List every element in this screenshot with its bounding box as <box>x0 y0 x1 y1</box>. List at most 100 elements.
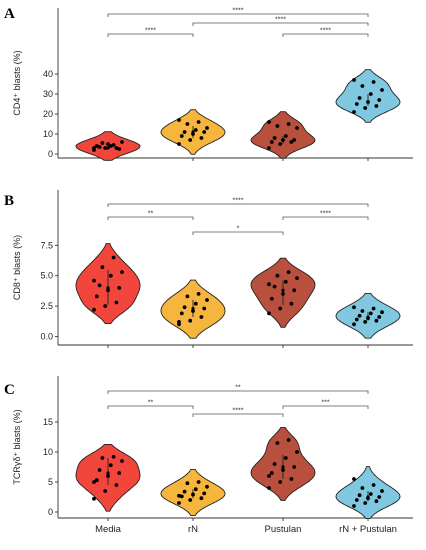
data-point <box>286 122 291 126</box>
median-point <box>281 288 285 292</box>
significance-bracket <box>107 216 194 220</box>
data-point <box>357 96 362 100</box>
data-point <box>352 477 356 481</box>
significance-bracket <box>107 33 194 37</box>
data-point <box>354 317 359 322</box>
y-axis-label: CD8⁺ blasts (%) <box>12 235 22 300</box>
y-axis-label: TCRγδ⁺ blasts (%) <box>12 409 22 484</box>
data-point <box>371 483 376 487</box>
data-point <box>267 282 271 287</box>
data-point <box>193 128 198 132</box>
data-point <box>278 142 283 146</box>
data-point <box>94 478 99 483</box>
data-point <box>182 489 187 494</box>
median-point <box>106 146 110 150</box>
data-point <box>377 98 382 102</box>
data-point <box>196 480 201 484</box>
data-point <box>295 126 299 130</box>
significance-label: * <box>237 226 240 233</box>
significance-bracket <box>107 390 369 394</box>
data-point <box>193 301 198 306</box>
significance-label: ** <box>235 385 241 392</box>
data-point <box>371 80 376 84</box>
data-point <box>352 305 356 310</box>
data-point <box>188 318 193 323</box>
data-point <box>354 498 359 502</box>
data-point <box>269 296 274 301</box>
y-axis-label: CD4⁺ blasts (%) <box>12 50 22 115</box>
data-point <box>352 110 356 114</box>
data-point <box>281 138 285 142</box>
significance-label: **** <box>275 17 286 24</box>
data-point <box>100 141 105 145</box>
significance-label: *** <box>321 400 329 407</box>
data-point <box>275 441 280 445</box>
data-point <box>205 484 209 489</box>
y-tick-label: 0.0 <box>40 331 53 341</box>
median-point <box>106 471 110 475</box>
panel-c: C 0 5 10 15 TCRγδ⁺ blasts (%) Media rN Pustulan r… <box>4 376 413 535</box>
x-tick-label: Media <box>95 524 122 535</box>
data-point <box>267 474 271 478</box>
data-point <box>103 146 108 150</box>
data-point <box>97 468 102 472</box>
data-point <box>374 499 379 504</box>
significance-bracket <box>192 413 284 417</box>
y-tick-label: 30 <box>43 89 53 99</box>
data-point <box>377 495 382 499</box>
data-point <box>292 138 297 142</box>
data-point <box>289 140 294 144</box>
significance-bracket <box>192 231 284 235</box>
data-point <box>292 288 297 293</box>
data-point <box>295 450 299 454</box>
y-tick-label: 10 <box>43 447 53 457</box>
x-tick-label: rN + Pustulan <box>339 524 397 535</box>
data-point <box>100 265 105 270</box>
data-point <box>106 142 110 146</box>
data-point <box>120 140 124 144</box>
data-point <box>199 136 204 140</box>
data-point <box>97 145 102 149</box>
data-point <box>267 486 271 490</box>
y-tick-label: 7.5 <box>40 240 53 250</box>
data-point <box>352 504 356 508</box>
data-point <box>191 492 195 497</box>
significance-label: **** <box>233 408 244 415</box>
data-point <box>182 130 187 134</box>
data-point <box>92 307 96 312</box>
y-tick-label: 2.5 <box>40 301 53 311</box>
data-point <box>363 501 368 505</box>
significance-bracket <box>107 203 369 207</box>
data-point <box>289 477 294 481</box>
data-point <box>185 294 190 299</box>
data-point <box>182 305 187 310</box>
data-point <box>368 92 373 96</box>
data-point <box>278 306 283 311</box>
data-point <box>368 492 373 496</box>
data-point <box>380 88 384 92</box>
data-point <box>196 120 201 124</box>
significance-label: ** <box>148 211 154 218</box>
data-point <box>191 309 195 313</box>
significance-label: ** <box>148 400 154 407</box>
data-point <box>100 456 105 460</box>
data-point <box>283 279 288 284</box>
data-point <box>199 315 204 319</box>
data-point <box>117 471 122 475</box>
data-point <box>374 318 379 323</box>
y-tick-label: 5 <box>48 477 53 487</box>
data-point <box>179 311 184 316</box>
significance-bracket <box>282 216 369 220</box>
median-point <box>281 465 285 469</box>
panel-letter: A <box>4 6 15 22</box>
data-point <box>92 496 96 501</box>
data-point <box>363 106 368 110</box>
data-point <box>360 486 365 490</box>
data-point <box>267 146 271 150</box>
data-point <box>283 134 288 138</box>
data-point <box>295 276 299 280</box>
data-point <box>272 462 277 466</box>
data-point <box>108 463 113 468</box>
